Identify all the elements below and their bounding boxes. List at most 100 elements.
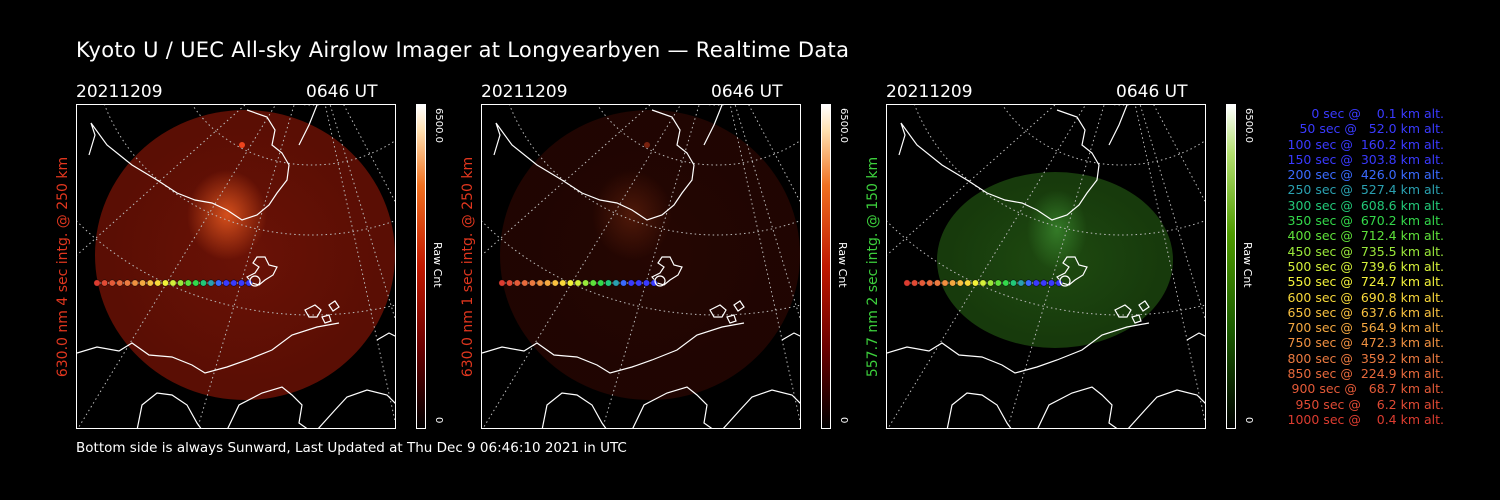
- track-marker: [93, 279, 101, 287]
- station-marker: [249, 275, 261, 287]
- colorbar-min-label: 0: [838, 417, 849, 424]
- allsky-map-svg: [77, 105, 395, 428]
- track-marker: [207, 279, 215, 287]
- satellite-track-legend: 0 sec @ 0.1 km alt. 50 sec @ 52.0 km alt…: [1262, 106, 1445, 427]
- track-marker: [612, 279, 620, 287]
- track-marker: [184, 279, 192, 287]
- track-marker: [1055, 279, 1063, 287]
- legend-entry: 200 sec @ 426.0 km alt.: [1283, 167, 1445, 183]
- allsky-image: [76, 104, 396, 429]
- legend-entry: 700 sec @ 564.9 km alt.: [1283, 320, 1445, 336]
- track-marker: [528, 279, 536, 287]
- track-marker: [604, 279, 612, 287]
- panel-ylabel-text: 557.7 nm 2 sec intg. @ 150 km: [865, 156, 881, 377]
- track-marker: [498, 279, 506, 287]
- panel-ylabel-text: 630.0 nm 1 sec intg. @ 250 km: [460, 156, 476, 377]
- legend-entry: 0 sec @ 0.1 km alt.: [1299, 106, 1444, 121]
- track-marker: [627, 279, 635, 287]
- legend-entry: 600 sec @ 690.8 km alt.: [1283, 289, 1445, 305]
- track-marker: [192, 279, 200, 287]
- track-marker: [222, 279, 230, 287]
- legend-entry: 900 sec @ 68.7 km alt.: [1287, 381, 1444, 397]
- colorbar-max-label: 6500.0: [433, 108, 444, 143]
- legend-entry: 400 sec @ 712.4 km alt.: [1283, 228, 1445, 244]
- track-marker: [177, 279, 185, 287]
- track-marker: [146, 279, 154, 287]
- track-marker: [215, 279, 223, 287]
- track-marker: [620, 279, 628, 287]
- track-marker: [566, 279, 574, 287]
- track-marker: [1025, 279, 1033, 287]
- track-marker: [521, 279, 529, 287]
- colorbar: [821, 104, 831, 429]
- legend-entry: 150 sec @ 303.8 km alt.: [1283, 151, 1445, 167]
- colorbar-unit-label: Raw Cnt: [1241, 242, 1254, 288]
- panel-ylabel: 557.7 nm 2 sec intg. @ 150 km: [864, 104, 882, 429]
- legend-entry: 1000 sec @ 0.4 km alt.: [1287, 411, 1444, 427]
- track-marker: [582, 279, 590, 287]
- legend-entry: 800 sec @ 359.2 km alt.: [1283, 350, 1445, 366]
- station-marker: [654, 275, 666, 287]
- track-marker: [635, 279, 643, 287]
- track-marker: [979, 279, 987, 287]
- satellite-track: [903, 275, 1071, 287]
- track-marker: [139, 279, 147, 287]
- satellite-track: [498, 275, 666, 287]
- track-marker: [994, 279, 1002, 287]
- legend-entry: 350 sec @ 670.2 km alt.: [1283, 213, 1445, 229]
- coastlines: [77, 105, 395, 428]
- track-marker: [589, 279, 597, 287]
- track-marker: [116, 279, 124, 287]
- track-marker: [933, 279, 941, 287]
- colorbar-min-label: 0: [1243, 417, 1254, 424]
- aurora-glow: [592, 170, 672, 260]
- imager-panel-630nm-1s: 20211209 0646 UT 630.0 nm 1 sec intg. @ …: [460, 82, 901, 432]
- colorbar-unit-label: Raw Cnt: [431, 242, 444, 288]
- track-marker: [987, 279, 995, 287]
- imager-panel-557nm-2s: 20211209 0646 UT 557.7 nm 2 sec intg. @ …: [865, 82, 1306, 432]
- colorbar-max-label: 6500.0: [838, 108, 849, 143]
- colorbar-unit-label: Raw Cnt: [836, 242, 849, 288]
- allsky-map-svg: [482, 105, 800, 428]
- track-marker: [559, 279, 567, 287]
- track-marker: [949, 279, 957, 287]
- track-marker: [123, 279, 131, 287]
- track-marker: [918, 279, 926, 287]
- track-marker: [199, 279, 207, 287]
- track-marker: [1040, 279, 1048, 287]
- track-marker: [597, 279, 605, 287]
- track-marker: [650, 279, 658, 287]
- legend-entry: 300 sec @ 608.6 km alt.: [1283, 197, 1445, 213]
- track-marker: [551, 279, 559, 287]
- station-marker: [1059, 275, 1071, 287]
- lat-lon-grid: [482, 105, 800, 428]
- colorbar: [416, 104, 426, 429]
- track-marker: [971, 279, 979, 287]
- allsky-image: [481, 104, 801, 429]
- track-marker: [911, 279, 919, 287]
- track-marker: [1002, 279, 1010, 287]
- panel-ylabel-text: 630.0 nm 4 sec intg. @ 250 km: [55, 156, 71, 377]
- panel-ylabel: 630.0 nm 4 sec intg. @ 250 km: [54, 104, 72, 429]
- track-marker: [506, 279, 514, 287]
- track-marker: [1047, 279, 1055, 287]
- panel-time: 0646 UT: [1116, 82, 1188, 102]
- allsky-map-svg: [887, 105, 1205, 428]
- coastlines: [482, 105, 800, 428]
- legend-entry: 250 sec @ 527.4 km alt.: [1283, 182, 1445, 198]
- legend-entry: 850 sec @ 224.9 km alt.: [1283, 366, 1445, 382]
- lat-lon-grid: [887, 105, 1205, 428]
- track-marker: [108, 279, 116, 287]
- colorbar-min-label: 0: [433, 417, 444, 424]
- legend-entry: 450 sec @ 735.5 km alt.: [1283, 243, 1445, 259]
- bright-spot: [239, 142, 245, 148]
- panel-date: 20211209: [76, 82, 163, 102]
- panel-date: 20211209: [886, 82, 973, 102]
- coastlines: [887, 105, 1205, 428]
- allsky-image: [886, 104, 1206, 429]
- panel-time: 0646 UT: [306, 82, 378, 102]
- track-marker: [154, 279, 162, 287]
- track-marker: [161, 279, 169, 287]
- legend-entry: 500 sec @ 739.6 km alt.: [1283, 258, 1445, 274]
- satellite-track: [93, 275, 261, 287]
